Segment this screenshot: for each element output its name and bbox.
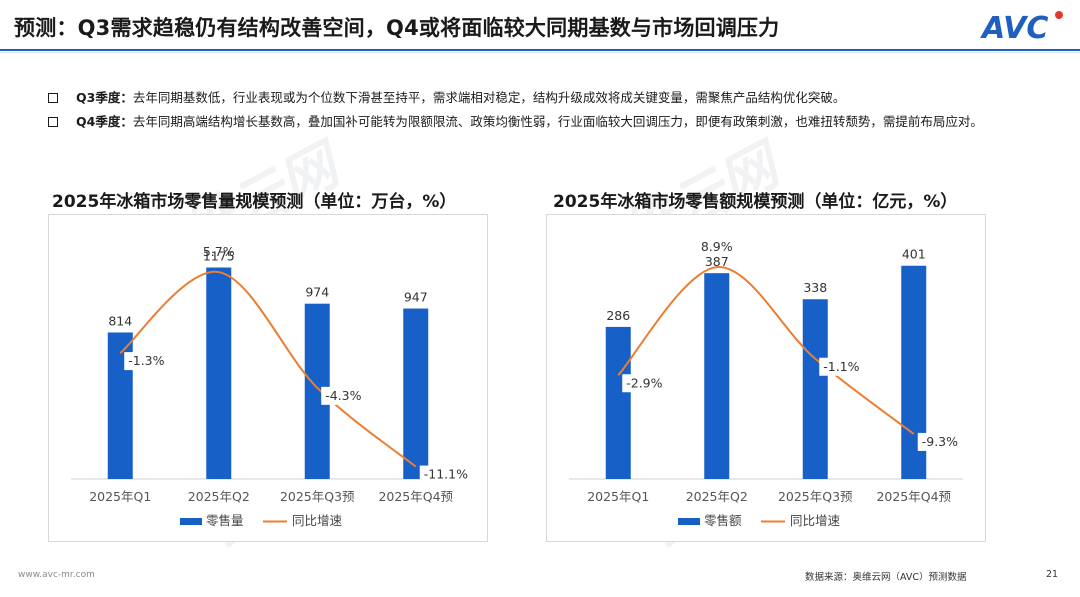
line-value-text: 8.9% (701, 239, 733, 254)
avc-logo: AVC (980, 11, 1063, 46)
line-value-label: -4.3% (321, 386, 367, 405)
legend-bar-swatch-icon (678, 518, 700, 525)
page-number: 21 (1046, 569, 1059, 580)
category-tick-label: 2025年Q2 (188, 489, 250, 504)
bar-value-label: 286 (606, 308, 630, 323)
label-bg (419, 465, 473, 484)
legend-bar-label: 零售量 (206, 513, 244, 528)
footer-url: www.avc-mr.com (18, 570, 95, 580)
bar (605, 326, 631, 479)
header-rule (0, 49, 1080, 51)
label-bg (321, 386, 367, 405)
header: 预测：Q3需求趋稳仍有结构改善空间，Q4或将面临较大同期基数与市场回调压力 AV… (0, 0, 1080, 54)
bar-value-label: 974 (305, 285, 329, 300)
chart-panel-volume: 814 2025年Q1 1175 2025年Q2 974 2025年Q3预 947 2025年… (48, 214, 488, 542)
header-rule-thin (0, 52, 1080, 53)
legend-bar-label: 零售额 (704, 513, 742, 528)
bullet-key: Q4季度： (76, 114, 133, 129)
line-value-label: -2.9% (622, 374, 668, 393)
line-value-text: -2.9% (626, 375, 662, 390)
avc-logo-text: AVC (980, 11, 1048, 46)
legend-bar-swatch-icon (180, 518, 202, 525)
bar-value-label: 814 (108, 313, 132, 328)
square-bullet-icon (48, 117, 58, 127)
bar (206, 267, 232, 479)
bar-value-label: 338 (803, 280, 827, 295)
bar-value-label: 1175 (203, 249, 235, 264)
logo-dot-icon (1055, 11, 1063, 19)
legend-line-label: 同比增速 (790, 513, 841, 528)
bar-value-label: 947 (404, 290, 428, 305)
footer-source: 数据来源：奥维云网（AVC）预测数据 (805, 572, 967, 583)
category-tick-label: 2025年Q3预 (778, 489, 853, 504)
category-tick-label: 2025年Q4预 (876, 489, 951, 504)
chart-title-volume: 2025年冰箱市场零售量规模预测（单位：万台，%） (52, 192, 457, 212)
bullet-text: 去年同期高端结构增长基数高，叠加国补可能转为限额限流、政策均衡性弱，行业面临较大… (132, 114, 983, 129)
line-value-label: -11.1% (419, 465, 473, 484)
line-value-label: 5.7% (203, 244, 235, 259)
bar (802, 299, 828, 479)
page-title: 预测：Q3需求趋稳仍有结构改善空间，Q4或将面临较大同期基数与市场回调压力 (14, 16, 780, 40)
label-bg (819, 357, 865, 376)
line-value-label: 8.9% (701, 239, 733, 254)
growth-series-line (617, 266, 915, 435)
bar-value-label: 387 (705, 254, 729, 269)
bullet-item: Q4季度：去年同期高端结构增长基数高，叠加国补可能转为限额限流、政策均衡性弱，行… (44, 110, 1044, 134)
square-bullet-icon (48, 93, 58, 103)
bullet-key: Q3季度： (76, 90, 133, 105)
label-bg (917, 432, 963, 451)
growth-series-line (119, 271, 417, 468)
bullet-item: Q3季度：去年同期基数低，行业表现或为个位数下滑甚至持平，需求端相对稳定，结构升… (44, 86, 1044, 110)
bar-value-label: 401 (902, 247, 926, 262)
line-value-text: -11.1% (424, 467, 468, 482)
line-value-text: -1.1% (823, 359, 859, 374)
label-bg (124, 352, 170, 371)
chart-title-amount: 2025年冰箱市场零售额规模预测（单位：亿元，%） (553, 192, 958, 212)
amount-chart: 286 2025年Q1 387 2025年Q2 338 2025年Q3预 401 2025年Q… (569, 239, 963, 528)
volume-chart: 814 2025年Q1 1175 2025年Q2 974 2025年Q3预 947 2025年… (71, 244, 473, 528)
chart-panel-amount: 286 2025年Q1 387 2025年Q2 338 2025年Q3预 401 2025年Q… (546, 214, 986, 542)
category-tick-label: 2025年Q1 (587, 489, 649, 504)
line-value-text: -1.3% (128, 353, 164, 368)
line-value-label: -1.3% (124, 352, 170, 371)
label-bg (622, 374, 668, 393)
category-tick-label: 2025年Q1 (89, 489, 151, 504)
line-value-text: -4.3% (325, 388, 361, 403)
line-value-label: -1.1% (819, 357, 865, 376)
category-tick-label: 2025年Q2 (686, 489, 748, 504)
bar (704, 273, 730, 479)
category-tick-label: 2025年Q4预 (378, 489, 453, 504)
line-value-text: 5.7% (203, 244, 235, 259)
category-tick-label: 2025年Q3预 (280, 489, 355, 504)
legend-line-label: 同比增速 (292, 513, 343, 528)
bullet-text: 去年同期基数低，行业表现或为个位数下滑甚至持平，需求端相对稳定，结构升级成效将成… (132, 90, 846, 105)
bullet-list: Q3季度：去年同期基数低，行业表现或为个位数下滑甚至持平，需求端相对稳定，结构升… (44, 86, 1044, 134)
line-value-label: -9.3% (917, 432, 963, 451)
line-value-text: -9.3% (922, 434, 958, 449)
bar (403, 308, 429, 479)
